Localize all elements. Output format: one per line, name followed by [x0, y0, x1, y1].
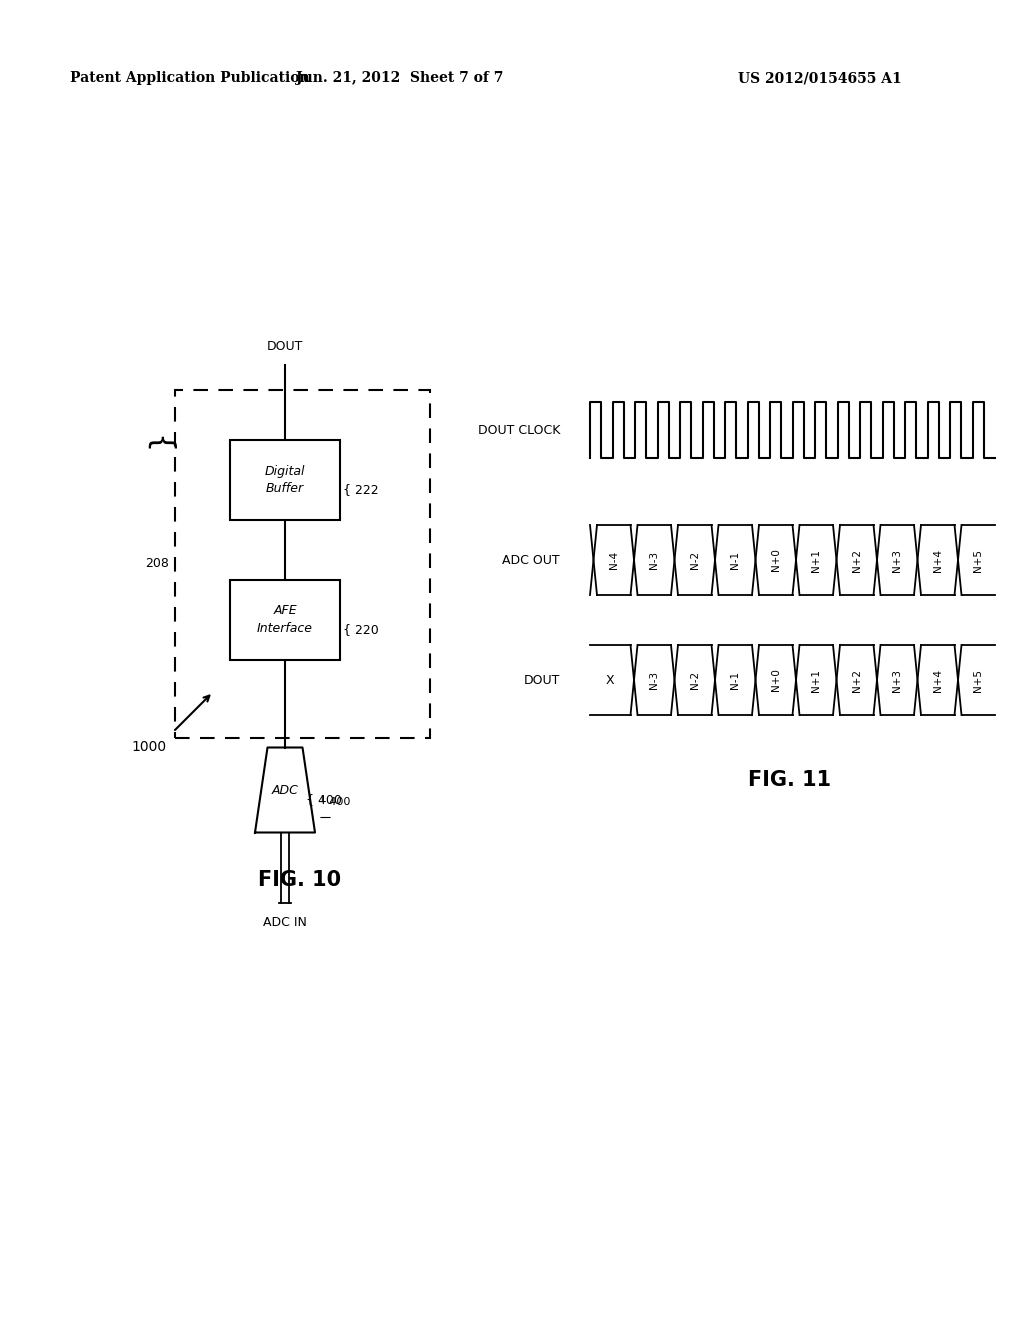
- Text: N+1: N+1: [811, 549, 821, 572]
- Text: DOUT: DOUT: [523, 673, 560, 686]
- Text: N-1: N-1: [730, 550, 740, 569]
- Polygon shape: [255, 747, 315, 833]
- Text: N-2: N-2: [690, 550, 699, 569]
- Text: {: {: [144, 436, 173, 454]
- Text: N-4: N-4: [608, 550, 618, 569]
- Text: └ 400: └ 400: [319, 797, 350, 807]
- Text: X: X: [606, 673, 614, 686]
- Text: N+3: N+3: [892, 668, 902, 692]
- Text: FIG. 10: FIG. 10: [258, 870, 342, 890]
- Text: DOUT CLOCK: DOUT CLOCK: [477, 424, 560, 437]
- Text: 208: 208: [145, 557, 169, 570]
- Text: N+2: N+2: [852, 549, 862, 572]
- Text: N+0: N+0: [771, 549, 780, 572]
- Text: N-3: N-3: [649, 671, 659, 689]
- Text: N-1: N-1: [730, 671, 740, 689]
- Bar: [175, 389, 430, 738]
- Text: { 220: { 220: [343, 623, 379, 636]
- Text: N+1: N+1: [811, 668, 821, 692]
- Text: FIG. 11: FIG. 11: [749, 770, 831, 789]
- Text: N-2: N-2: [690, 671, 699, 689]
- Text: N+5: N+5: [973, 668, 983, 692]
- Bar: [230, 440, 340, 520]
- Text: { 222: { 222: [343, 483, 379, 496]
- Text: N+2: N+2: [852, 668, 862, 692]
- Text: Patent Application Publication: Patent Application Publication: [70, 71, 309, 84]
- Bar: [230, 579, 340, 660]
- Text: N+5: N+5: [973, 549, 983, 572]
- Text: DOUT: DOUT: [267, 341, 303, 354]
- Text: N+4: N+4: [933, 668, 943, 692]
- Text: Digital
Buffer: Digital Buffer: [265, 465, 305, 495]
- Text: AFE
Interface: AFE Interface: [257, 605, 313, 635]
- Text: N+4: N+4: [933, 549, 943, 572]
- Text: 1000: 1000: [132, 741, 167, 754]
- Text: { 400: { 400: [305, 793, 341, 807]
- Text: ADC IN: ADC IN: [263, 916, 307, 929]
- Text: N+3: N+3: [892, 549, 902, 572]
- Text: ADC OUT: ADC OUT: [503, 553, 560, 566]
- Text: Jun. 21, 2012  Sheet 7 of 7: Jun. 21, 2012 Sheet 7 of 7: [296, 71, 504, 84]
- Text: US 2012/0154655 A1: US 2012/0154655 A1: [738, 71, 902, 84]
- Text: ADC: ADC: [271, 784, 298, 796]
- Text: N-3: N-3: [649, 550, 659, 569]
- Text: N+0: N+0: [771, 668, 780, 692]
